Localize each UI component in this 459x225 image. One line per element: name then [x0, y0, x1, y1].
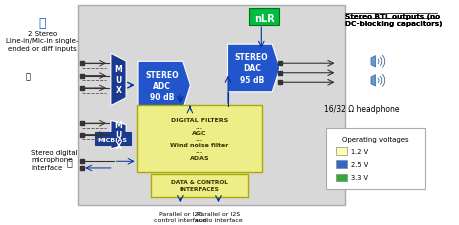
Text: MICBIAS: MICBIAS — [98, 137, 128, 142]
Text: Parallel or I2S
audio interface: Parallel or I2S audio interface — [194, 211, 242, 222]
Text: STEREO
ADC
90 dB: STEREO ADC 90 dB — [145, 70, 179, 101]
FancyBboxPatch shape — [78, 6, 344, 205]
Text: Stereo BTL outputs (no
DC-blocking capacitors): Stereo BTL outputs (no DC-blocking capac… — [344, 14, 442, 27]
Polygon shape — [370, 56, 375, 68]
Polygon shape — [227, 45, 279, 92]
FancyBboxPatch shape — [335, 161, 346, 168]
FancyBboxPatch shape — [335, 174, 346, 181]
FancyBboxPatch shape — [151, 174, 247, 197]
Text: Stereo BTL outputs (no
DC-blocking capacitors): Stereo BTL outputs (no DC-blocking capac… — [344, 14, 442, 27]
Text: 🎤: 🎤 — [39, 16, 46, 29]
Polygon shape — [111, 121, 126, 149]
Text: DIGITAL FILTERS
...
AGC
...
Wind noise filter
...
ADAS: DIGITAL FILTERS ... AGC ... Wind noise f… — [170, 118, 228, 160]
Text: M
U
X: M U X — [114, 120, 122, 150]
FancyBboxPatch shape — [95, 132, 130, 145]
Text: 3.3 V: 3.3 V — [350, 175, 367, 181]
Text: 2.5 V: 2.5 V — [350, 161, 367, 167]
Polygon shape — [111, 54, 126, 106]
FancyBboxPatch shape — [248, 9, 279, 26]
FancyBboxPatch shape — [136, 106, 262, 172]
Text: Operating voltages: Operating voltages — [341, 136, 408, 142]
FancyBboxPatch shape — [335, 147, 346, 155]
Polygon shape — [370, 75, 375, 87]
Text: 2 Stereo
Line-in/Mic-in single-
ended or diff inputs: 2 Stereo Line-in/Mic-in single- ended or… — [6, 31, 78, 52]
Text: M
U
X: M U X — [114, 65, 122, 95]
Text: 1.2 V: 1.2 V — [350, 148, 367, 154]
FancyBboxPatch shape — [325, 128, 424, 189]
Text: nLR: nLR — [253, 14, 274, 23]
Text: 🔌: 🔌 — [26, 72, 30, 81]
Text: DATA & CONTROL
INTERFACES: DATA & CONTROL INTERFACES — [171, 180, 227, 191]
Text: 🎤: 🎤 — [66, 157, 72, 167]
Text: Stereo digital
microphone
interface: Stereo digital microphone interface — [31, 149, 78, 170]
Text: 16/32 Ω headphone: 16/32 Ω headphone — [323, 105, 398, 114]
Polygon shape — [138, 62, 190, 109]
Text: STEREO
DAC
95 dB: STEREO DAC 95 dB — [235, 53, 268, 84]
Text: Parallel or I2C
control interface: Parallel or I2C control interface — [154, 211, 206, 222]
